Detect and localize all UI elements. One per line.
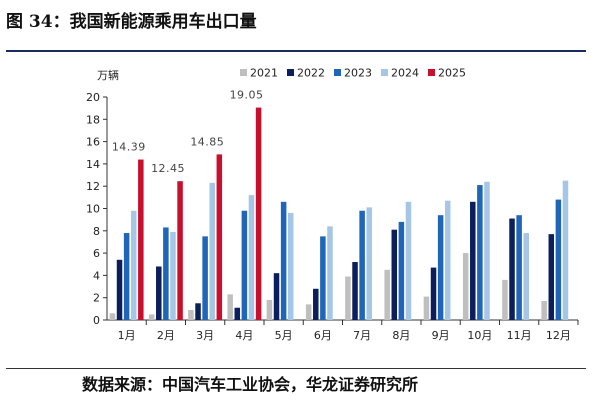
y-tick-label: 16 — [86, 136, 100, 149]
title-divider — [6, 50, 586, 52]
y-tick-label: 20 — [86, 91, 100, 104]
bar-2021 — [384, 269, 390, 320]
y-tick-label: 4 — [93, 269, 100, 282]
y-axis-label: 万辆 — [97, 68, 119, 82]
bar-2023 — [555, 199, 562, 320]
bar-2024 — [170, 231, 176, 320]
bar-2022 — [391, 229, 398, 320]
bar-2024 — [484, 181, 490, 320]
bar-2023 — [437, 215, 444, 320]
y-tick-label: 12 — [86, 180, 100, 193]
data-label: 14.39 — [112, 141, 146, 154]
chart-container: 0 2 4 6 8 10 12 14 16 18 20 万辆 1月 2月 3月 4月 5月 6月 7月 8月 9月 10月… — [62, 58, 592, 363]
bar-2022 — [195, 303, 201, 320]
bar-2023 — [359, 210, 365, 320]
bar-2021 — [266, 299, 273, 320]
bar-2024 — [287, 212, 294, 320]
bar-2025 — [255, 107, 262, 320]
bar-2024 — [562, 180, 569, 320]
bar-2021 — [462, 253, 469, 320]
x-tick-label: 7月 — [353, 329, 371, 342]
bar-2022 — [273, 273, 280, 320]
bar-2022 — [430, 267, 437, 320]
bar-2025 — [138, 159, 144, 320]
bar-2021 — [541, 301, 547, 320]
x-tick-label: 11月 — [507, 329, 532, 342]
legend-swatch-2021 — [240, 69, 247, 76]
bar-chart: 0 2 4 6 8 10 12 14 16 18 20 万辆 1月 2月 3月 4月 5月 6月 7月 8月 9月 10月… — [86, 67, 579, 342]
bar-2022 — [313, 288, 319, 320]
bar-2023 — [123, 233, 130, 320]
bar-2024 — [327, 226, 333, 320]
legend-label-2022: 2022 — [297, 67, 325, 80]
bar-2021 — [148, 314, 155, 320]
x-tick-label: 4月 — [235, 329, 253, 342]
data-label: 12.45 — [151, 162, 185, 175]
y-tick-label: 6 — [93, 247, 100, 260]
legend-label-2023: 2023 — [344, 67, 372, 80]
bar-2024 — [209, 182, 215, 320]
y-tick-label: 10 — [86, 203, 100, 216]
x-tick-label: 1月 — [118, 329, 136, 342]
legend-swatch-2023 — [334, 69, 341, 76]
bar-2023 — [516, 215, 522, 320]
bar-2024 — [444, 200, 451, 320]
bar-2023 — [320, 236, 326, 320]
y-tick-label: 14 — [86, 158, 100, 171]
bar-2022 — [116, 259, 123, 320]
bar-2025 — [177, 181, 183, 320]
legend-swatch-2025 — [428, 69, 435, 76]
y-tick-label: 2 — [93, 292, 100, 305]
figure-title: 图 34：我国新能源乘用车出口量 — [6, 12, 257, 32]
bar-2025 — [216, 154, 223, 320]
figure-header: 图 34：我国新能源乘用车出口量 — [6, 8, 586, 52]
bar-2024 — [366, 207, 372, 320]
bar-2022 — [509, 218, 515, 320]
bar-2024 — [248, 195, 255, 320]
x-tick-label: 5月 — [275, 329, 293, 342]
bar-2021 — [345, 276, 351, 320]
legend-label-2021: 2021 — [250, 67, 278, 80]
legend-label-2024: 2024 — [391, 67, 419, 80]
legend-label-2025: 2025 — [438, 67, 466, 80]
bar-2023 — [163, 227, 169, 320]
source-note: 数据来源：中国汽车工业协会，华龙证券研究所 — [82, 375, 419, 394]
bar-2023 — [280, 201, 287, 320]
bar-2024 — [130, 210, 137, 320]
bar-2021 — [109, 313, 116, 320]
bar-2022 — [234, 307, 241, 320]
legend-swatch-2022 — [287, 69, 294, 76]
y-tick-label: 8 — [93, 225, 100, 238]
bar-2023 — [241, 210, 248, 320]
x-tick-label: 2月 — [157, 329, 175, 342]
x-tick-label: 10月 — [467, 329, 492, 342]
legend-swatch-2024 — [381, 69, 388, 76]
x-tick-label: 3月 — [196, 329, 214, 342]
footer-divider — [6, 368, 586, 369]
bar-2021 — [188, 309, 194, 320]
bar-2022 — [156, 266, 162, 320]
bar-2023 — [398, 221, 405, 320]
x-tick-label: 9月 — [432, 329, 450, 342]
x-tick-label: 8月 — [392, 329, 410, 342]
bar-2024 — [405, 201, 412, 320]
y-tick-label: 0 — [93, 314, 100, 327]
bar-2023 — [202, 236, 208, 320]
bar-2021 — [305, 304, 312, 320]
bar-2024 — [523, 233, 529, 320]
bar-2022 — [352, 262, 358, 320]
bar-2021 — [502, 279, 508, 320]
bar-2021 — [227, 294, 233, 320]
y-tick-label: 18 — [86, 113, 100, 126]
bar-2023 — [477, 185, 483, 320]
bar-2021 — [423, 296, 430, 320]
bar-2022 — [548, 234, 555, 320]
x-tick-label: 6月 — [314, 329, 332, 342]
data-label: 14.85 — [190, 135, 224, 148]
data-label: 19.05 — [230, 89, 264, 102]
bar-2022 — [470, 201, 476, 320]
x-tick-label: 12月 — [546, 329, 571, 342]
